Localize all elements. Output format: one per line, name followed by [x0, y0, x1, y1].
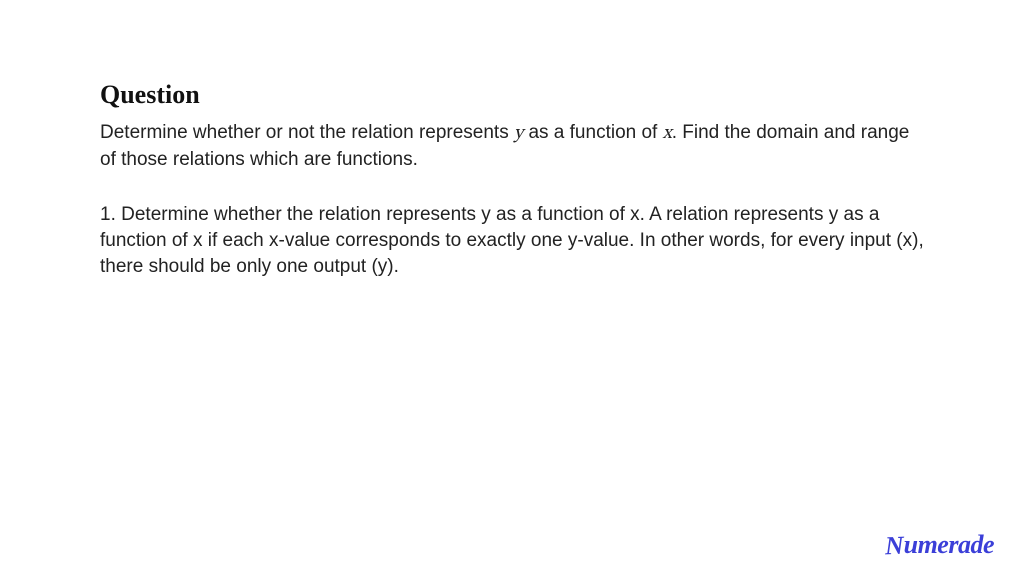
step-1-text: 1. Determine whether the relation repres…: [100, 202, 930, 279]
brand-logo: Numerade: [885, 530, 994, 560]
logo-first-letter: N: [885, 531, 904, 562]
var-x: x: [663, 124, 672, 143]
question-prompt: Determine whether or not the relation re…: [100, 120, 930, 172]
question-heading: Question: [100, 80, 930, 110]
prompt-mid: as a function of: [523, 122, 662, 143]
logo-rest: umerade: [904, 530, 994, 559]
page-root: Question Determine whether or not the re…: [0, 0, 1024, 576]
content-area: Question Determine whether or not the re…: [100, 80, 930, 279]
var-y: y: [514, 124, 523, 143]
prompt-pre: Determine whether or not the relation re…: [100, 122, 514, 143]
